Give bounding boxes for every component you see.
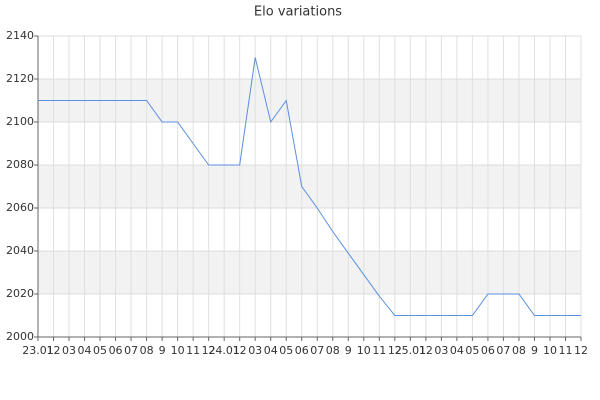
x-tick-label: 11 bbox=[186, 344, 200, 357]
x-tick-label: 05 bbox=[279, 344, 293, 357]
x-tick-label: 05 bbox=[93, 344, 107, 357]
chart-title: Elo variations bbox=[254, 5, 342, 20]
grid-band bbox=[38, 251, 581, 294]
y-tick-label: 2040 bbox=[6, 244, 34, 257]
x-tick-label: 11 bbox=[372, 344, 386, 357]
x-tick-label: 12 bbox=[233, 344, 247, 357]
x-tick-label: 12 bbox=[47, 344, 61, 357]
line bbox=[38, 57, 581, 316]
x-tick-label: 9 bbox=[345, 344, 352, 357]
grid-band bbox=[38, 165, 581, 208]
y-tick-label: 2080 bbox=[6, 158, 34, 171]
x-tick-label: 08 bbox=[512, 344, 526, 357]
x-tick-label: 12 bbox=[574, 344, 588, 357]
x-tick-label: 07 bbox=[496, 344, 510, 357]
x-tick-label: 08 bbox=[140, 344, 154, 357]
x-tick-label: 05 bbox=[465, 344, 479, 357]
y-tick-label: 2060 bbox=[6, 201, 34, 214]
x-tick-label: 12 bbox=[419, 344, 433, 357]
x-tick-label: 06 bbox=[109, 344, 123, 357]
x-tick-label: 06 bbox=[481, 344, 495, 357]
x-tick-label: 06 bbox=[295, 344, 309, 357]
x-tick-label: 12 bbox=[202, 344, 216, 357]
x-tick-label: 10 bbox=[543, 344, 557, 357]
x-tick-label: 04 bbox=[78, 344, 92, 357]
x-tick-label: 03 bbox=[248, 344, 262, 357]
x-tick-label: 24.01 bbox=[208, 344, 240, 357]
x-tick-label: 12 bbox=[388, 344, 402, 357]
y-tick-label: 2120 bbox=[6, 72, 34, 85]
x-tick-label: 04 bbox=[450, 344, 464, 357]
x-tick-label: 23.01 bbox=[22, 344, 54, 357]
x-tick-label: 07 bbox=[310, 344, 324, 357]
y-tick-label: 2020 bbox=[6, 287, 34, 300]
x-tick-label: 08 bbox=[326, 344, 340, 357]
x-tick-label: 03 bbox=[434, 344, 448, 357]
y-tick-label: 2100 bbox=[6, 115, 34, 128]
x-tick-label: 04 bbox=[264, 344, 278, 357]
x-tick-label: 9 bbox=[531, 344, 538, 357]
x-tick-label: 11 bbox=[558, 344, 572, 357]
x-tick-label: 9 bbox=[159, 344, 166, 357]
x-tick-label: 25.01 bbox=[395, 344, 427, 357]
x-tick-label: 10 bbox=[171, 344, 185, 357]
x-tick-label: 03 bbox=[62, 344, 76, 357]
x-tick-label: 07 bbox=[124, 344, 138, 357]
y-tick-label: 2000 bbox=[6, 330, 34, 343]
x-tick-label: 10 bbox=[357, 344, 371, 357]
y-tick-label: 2140 bbox=[6, 29, 34, 42]
